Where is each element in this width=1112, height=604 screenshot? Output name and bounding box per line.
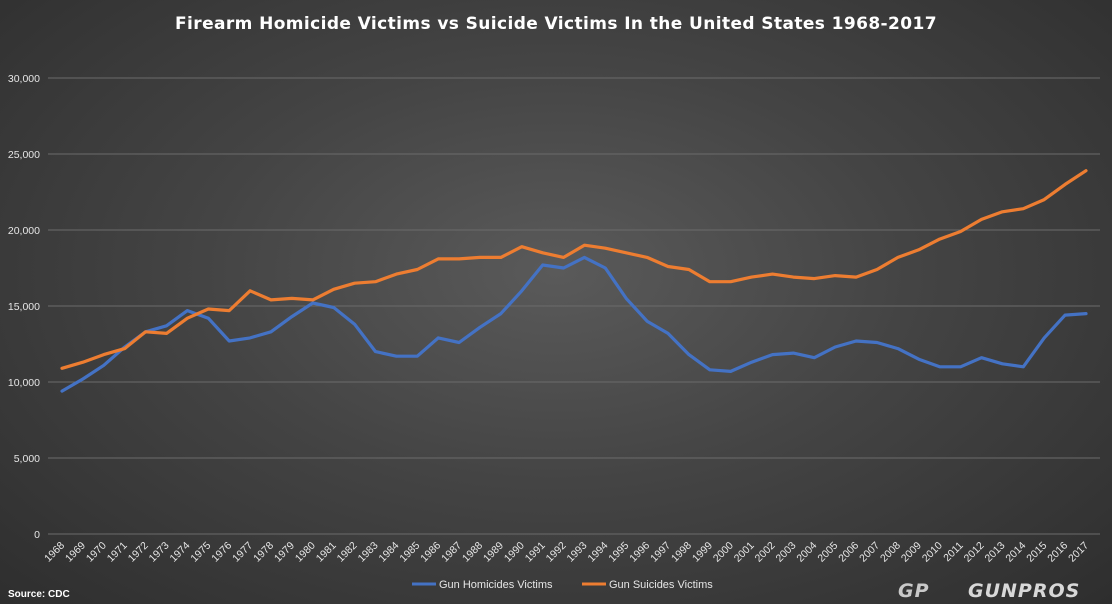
x-tick-label: 1974 (168, 540, 193, 565)
x-tick-label: 2005 (815, 540, 840, 565)
x-tick-label: 1985 (397, 540, 422, 565)
x-tick-label: 1996 (627, 540, 652, 565)
gridlines (48, 77, 1100, 535)
x-tick-label: 1989 (481, 540, 506, 565)
x-tick-label: 1995 (606, 540, 631, 565)
x-tick-label: 2017 (1066, 540, 1091, 565)
x-tick-label: 1994 (585, 540, 610, 565)
legend: Gun Homicides Victims Gun Suicides Victim… (412, 579, 713, 591)
chart-title: Firearm Homicide Victims vs Suicide Vict… (175, 14, 937, 34)
y-tick-label: 20,000 (8, 225, 40, 237)
x-tick-label: 2000 (711, 540, 736, 565)
logo: GP GUNPROS (898, 580, 1080, 602)
x-tick-label: 1993 (565, 540, 590, 565)
x-tick-label: 2016 (1045, 540, 1070, 565)
legend-label: Gun Homicides Victims (439, 579, 553, 591)
x-tick-label: 1992 (544, 540, 569, 565)
x-tick-label: 1979 (272, 540, 297, 565)
series-lines (60, 169, 1088, 393)
x-tick-label: 2007 (857, 540, 882, 565)
x-tick-label: 2004 (794, 540, 819, 565)
x-tick-label: 1998 (669, 540, 694, 565)
y-tick-label: 15,000 (8, 301, 40, 313)
source-note: Source: CDC (8, 589, 70, 600)
x-tick-label: 1973 (147, 540, 172, 565)
x-tick-label: 1981 (314, 540, 339, 565)
y-tick-label: 25,000 (8, 149, 40, 161)
y-tick-label: 30,000 (8, 73, 40, 85)
x-tick-label: 1969 (63, 540, 88, 565)
y-tick-label: 0 (34, 529, 40, 541)
x-tick-label: 2006 (836, 540, 861, 565)
series-line-homicides (60, 255, 1088, 393)
x-tick-label: 1982 (335, 540, 360, 565)
x-tick-label: 2013 (983, 540, 1008, 565)
x-tick-label: 2009 (899, 540, 924, 565)
x-tick-label: 1968 (42, 540, 67, 565)
x-tick-label: 1970 (84, 540, 109, 565)
x-tick-label: 2003 (774, 540, 799, 565)
x-tick-label: 1972 (126, 540, 151, 565)
x-tick-label: 1975 (188, 540, 213, 565)
x-tick-label: 1984 (376, 540, 401, 565)
x-tick-label: 1983 (356, 540, 381, 565)
y-tick-label: 5,000 (14, 453, 40, 465)
legend-item-homicides: Gun Homicides Victims (412, 579, 553, 591)
y-axis-ticks: 0 5,000 10,000 15,000 20,000 25,000 30,000 (8, 73, 40, 541)
series-line-suicides (60, 169, 1088, 370)
x-tick-label: 1977 (230, 540, 255, 565)
x-tick-label: 2002 (753, 540, 778, 565)
x-tick-label: 2014 (1003, 540, 1028, 565)
x-tick-label: 1971 (105, 540, 130, 565)
x-tick-label: 2010 (920, 540, 945, 565)
legend-item-suicides: Gun Suicides Victims (582, 579, 713, 591)
x-tick-label: 1978 (251, 540, 276, 565)
x-tick-label: 1990 (502, 540, 527, 565)
y-tick-label: 10,000 (8, 377, 40, 389)
x-axis-ticks: 1968196919701971197219731974197519761977… (42, 540, 1091, 565)
x-tick-label: 1999 (690, 540, 715, 565)
x-tick-label: 2001 (732, 540, 757, 565)
x-tick-label: 2012 (962, 540, 987, 565)
x-tick-label: 1976 (209, 540, 234, 565)
x-tick-label: 1986 (418, 540, 443, 565)
logo-text: GUNPROS (968, 580, 1080, 602)
legend-label: Gun Suicides Victims (609, 579, 713, 591)
x-tick-label: 1987 (439, 540, 464, 565)
x-tick-label: 1991 (523, 540, 548, 565)
x-tick-label: 1988 (460, 540, 485, 565)
x-tick-label: 2011 (941, 540, 966, 565)
x-tick-label: 2008 (878, 540, 903, 565)
x-tick-label: 1997 (648, 540, 673, 565)
x-tick-label: 2015 (1024, 540, 1049, 565)
logo-mark: GP (898, 580, 930, 602)
x-tick-label: 1980 (293, 540, 318, 565)
